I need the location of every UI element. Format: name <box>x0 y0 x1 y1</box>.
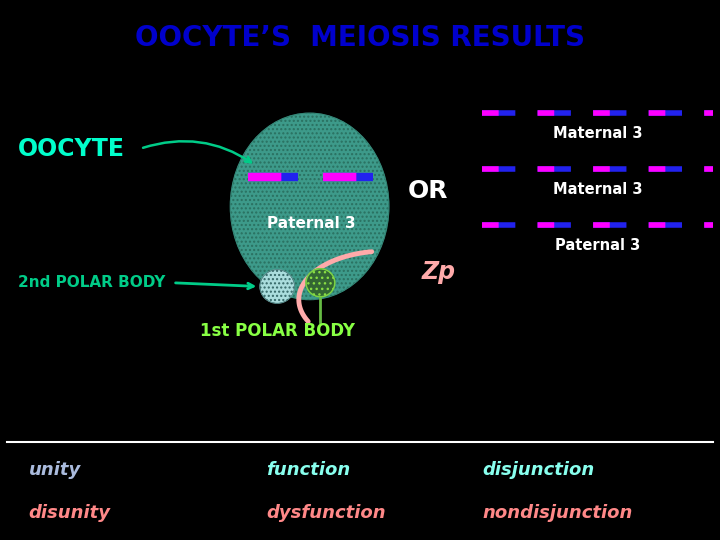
Text: OR: OR <box>408 179 449 204</box>
Text: 2nd POLAR BODY: 2nd POLAR BODY <box>18 275 166 291</box>
Text: Maternal 3: Maternal 3 <box>553 126 642 141</box>
Text: disunity: disunity <box>29 504 111 522</box>
Text: Paternal 3: Paternal 3 <box>266 215 356 231</box>
Text: OOCYTE’S  MEIOSIS RESULTS: OOCYTE’S MEIOSIS RESULTS <box>135 24 585 52</box>
Text: nondisjunction: nondisjunction <box>482 504 633 522</box>
Text: disjunction: disjunction <box>482 461 595 479</box>
Text: unity: unity <box>29 461 81 479</box>
Text: 1st POLAR BODY: 1st POLAR BODY <box>199 322 355 340</box>
Ellipse shape <box>230 113 389 300</box>
Text: function: function <box>266 461 351 479</box>
Text: Zp: Zp <box>421 260 455 284</box>
Ellipse shape <box>306 269 335 297</box>
Text: dysfunction: dysfunction <box>266 504 386 522</box>
Text: Paternal 3: Paternal 3 <box>555 238 640 253</box>
Text: OOCYTE: OOCYTE <box>18 137 125 160</box>
Ellipse shape <box>260 270 294 303</box>
Text: Maternal 3: Maternal 3 <box>553 182 642 197</box>
